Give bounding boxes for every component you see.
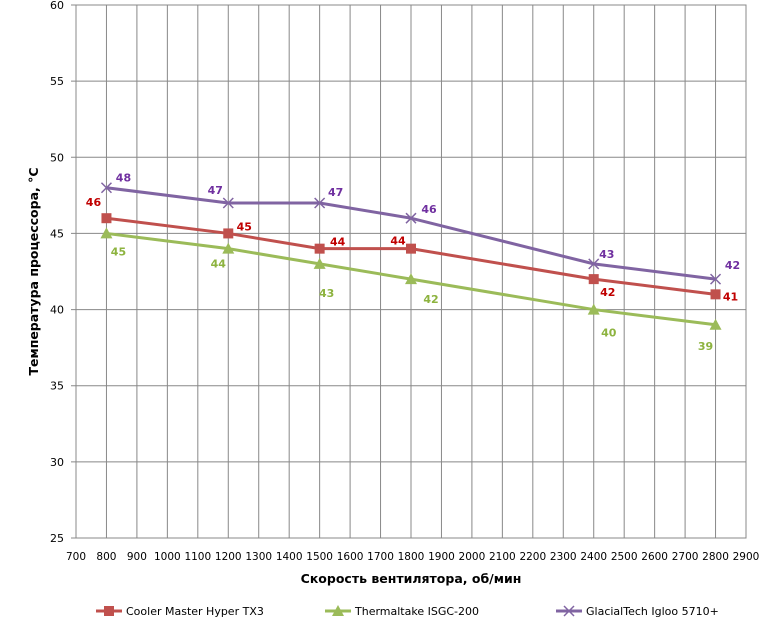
x-tick-label: 1500	[306, 551, 333, 563]
x-tick-label: 1300	[245, 551, 272, 563]
x-tick-label: 1800	[398, 551, 425, 563]
data-label: 42	[725, 259, 740, 272]
y-tick-label: 45	[50, 227, 64, 240]
legend-entry: Cooler Master Hyper TX3	[96, 605, 264, 618]
square-marker	[101, 213, 112, 224]
triangle-marker	[100, 227, 113, 239]
data-label: 42	[423, 293, 438, 306]
series-0: 46 45 44 44 42 41	[86, 196, 738, 303]
legend-entry: Thermaltake ISGC-200	[325, 605, 479, 618]
triangle-marker	[405, 273, 417, 285]
x-marker	[563, 605, 575, 617]
x-tick-label: 1400	[276, 551, 303, 563]
x-tick-label: 2000	[459, 551, 486, 563]
x-tick-label: 2300	[550, 551, 577, 563]
y-tick-label: 55	[50, 75, 64, 88]
y-tick-label: 25	[50, 532, 64, 545]
legend-label: Thermaltake ISGC-200	[354, 605, 479, 618]
data-label: 44	[211, 258, 227, 271]
y-tick-label: 60	[50, 0, 64, 12]
data-label: 44	[330, 236, 346, 249]
x-marker	[588, 258, 600, 270]
data-label: 43	[319, 287, 334, 300]
x-tick-label: 2600	[641, 551, 668, 563]
data-label: 40	[601, 327, 617, 340]
y-tick-label: 40	[50, 304, 64, 317]
x-tick-label: 2700	[672, 551, 699, 563]
data-label: 41	[723, 290, 738, 303]
legend-label: GlacialTech Igloo 5710+	[586, 605, 719, 618]
square-marker	[223, 228, 234, 239]
x-tick-label: 2100	[489, 551, 516, 563]
data-label: 46	[86, 196, 102, 209]
x-axis-title: Скорость вентилятора, об/мин	[301, 571, 522, 586]
x-marker	[222, 197, 234, 209]
series-2: 48 47 47 46 43 42	[100, 172, 740, 285]
data-label: 42	[600, 286, 615, 299]
y-axis-title: Температура процессора, °C	[26, 167, 41, 375]
data-label: 45	[237, 220, 252, 233]
x-marker	[100, 182, 112, 194]
x-tick-label: 2400	[580, 551, 607, 563]
triangle-marker	[222, 242, 235, 254]
legend-label: Cooler Master Hyper TX3	[126, 605, 264, 618]
square-marker	[314, 243, 325, 254]
x-marker	[710, 273, 722, 285]
x-tick-label: 2900	[733, 551, 760, 563]
x-tick-label: 1900	[428, 551, 455, 563]
x-tick-label: 700	[66, 551, 86, 563]
x-marker	[405, 212, 417, 224]
y-tick-label: 35	[50, 380, 64, 393]
x-tick-label: 1700	[367, 551, 394, 563]
y-tick-label: 50	[50, 151, 64, 164]
data-label: 47	[208, 184, 223, 197]
x-tick-label: 2200	[519, 551, 546, 563]
series-1: 45 44 43 42 40 39	[100, 227, 722, 353]
x-tick-label: 900	[127, 551, 147, 563]
data-label: 39	[698, 340, 713, 353]
x-tick-label: 1100	[184, 551, 211, 563]
data-label: 47	[328, 186, 343, 199]
series-line	[106, 186, 716, 281]
x-tick-label: 1000	[154, 551, 181, 563]
legend-entry: GlacialTech Igloo 5710+	[556, 605, 719, 618]
x-tick-label: 800	[96, 551, 116, 563]
triangle-marker	[709, 318, 722, 330]
x-marker	[314, 197, 326, 209]
square-marker	[710, 289, 721, 300]
data-label: 48	[116, 172, 131, 185]
series-line	[106, 216, 716, 296]
square-marker	[588, 274, 599, 285]
data-label: 44	[390, 235, 406, 248]
x-tick-label: 1600	[337, 551, 364, 563]
x-tick-label: 1200	[215, 551, 242, 563]
data-label: 45	[111, 245, 126, 258]
triangle-marker	[332, 605, 344, 616]
data-label: 46	[421, 203, 437, 216]
x-tick-label: 2800	[702, 551, 729, 563]
triangle-marker	[587, 303, 600, 315]
data-label: 43	[599, 248, 614, 261]
square-marker	[406, 243, 416, 254]
square-marker	[104, 606, 114, 616]
x-tick-label: 2500	[611, 551, 638, 563]
y-tick-label: 30	[50, 456, 64, 469]
triangle-marker	[313, 257, 326, 269]
series-line	[106, 231, 716, 327]
